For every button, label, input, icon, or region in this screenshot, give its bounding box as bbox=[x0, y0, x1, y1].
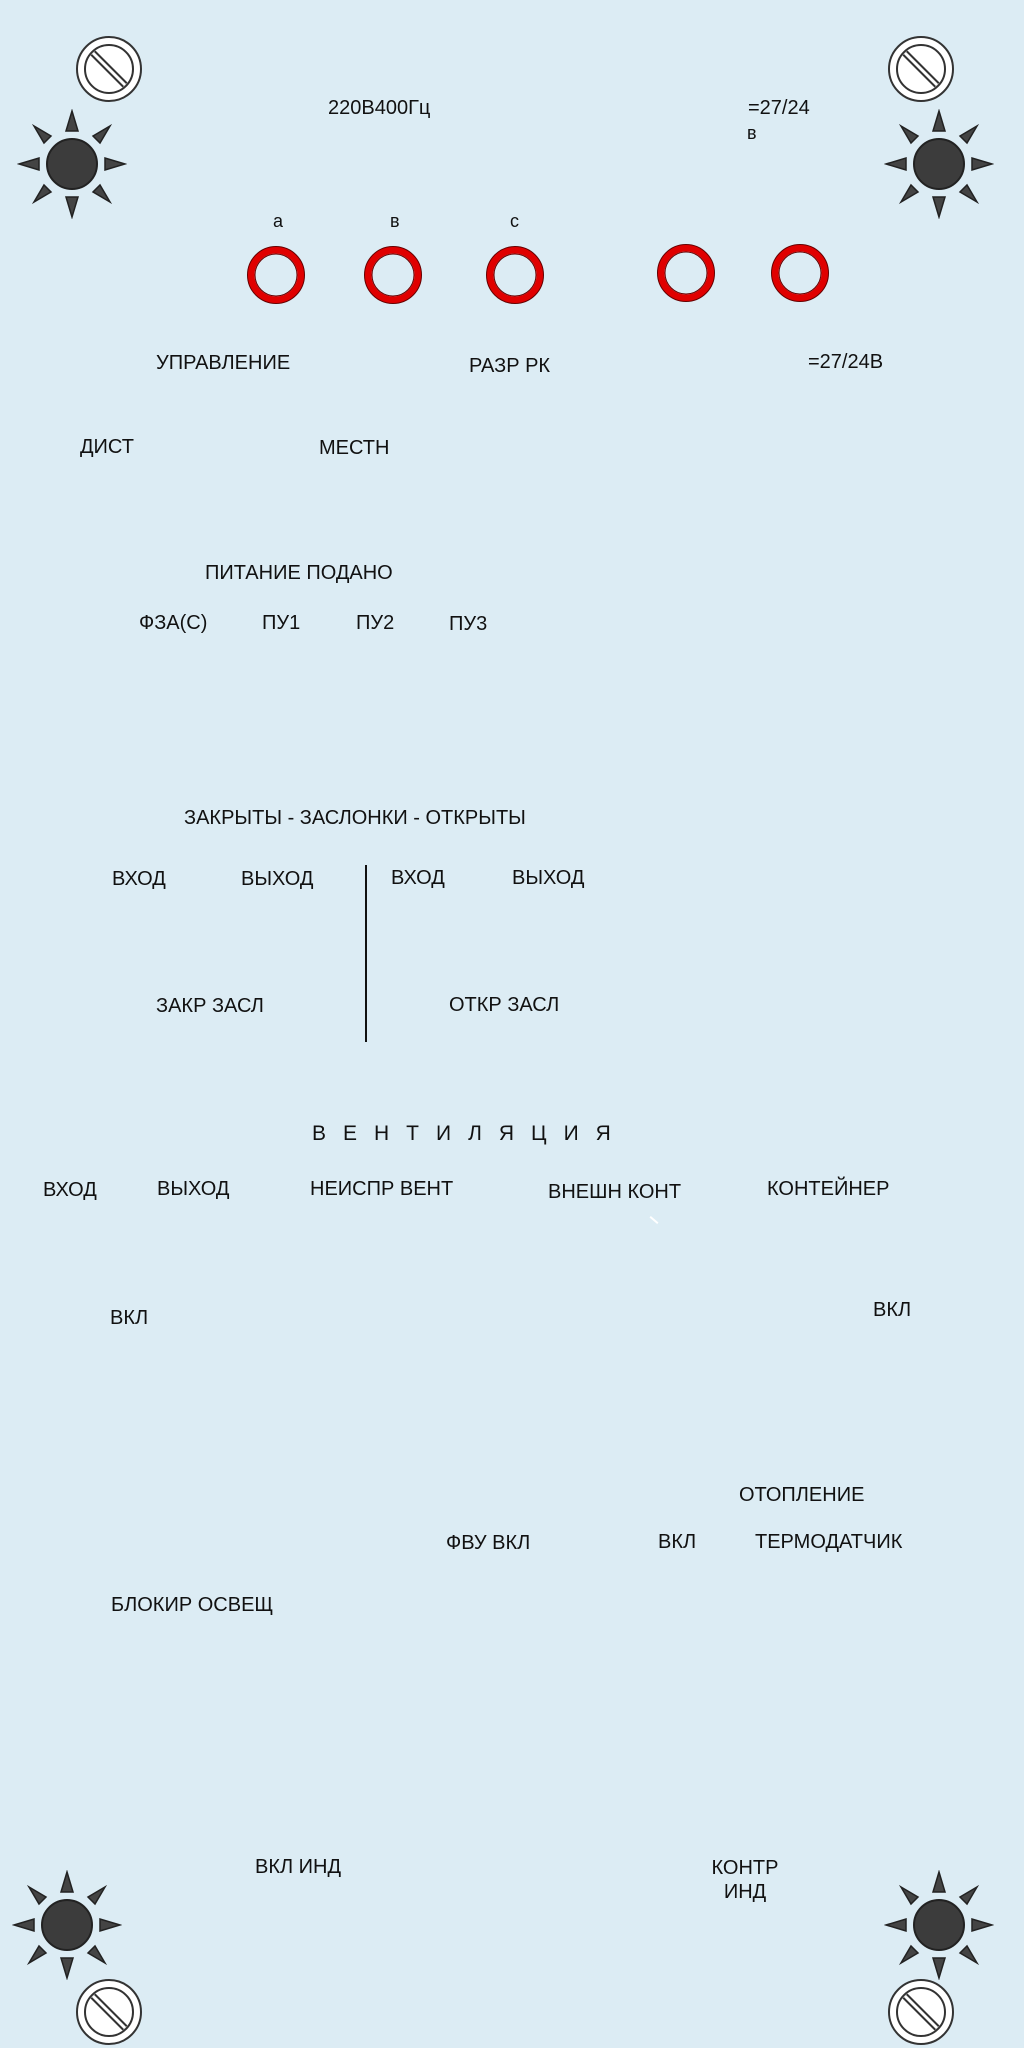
dampers-closed-out-label: ВЫХОД bbox=[241, 868, 314, 890]
vent-in-label: ВХОД bbox=[43, 1179, 97, 1201]
ext-contact-label: ВНЕШН КОНТ bbox=[548, 1181, 682, 1203]
phase-c-label: с bbox=[510, 211, 519, 231]
vent-on-right-label: ВКЛ bbox=[873, 1299, 912, 1321]
indicators-check-label: КОНТР ИНД bbox=[700, 1856, 790, 1904]
dc-lamp-1-icon bbox=[656, 243, 716, 303]
top-right-screw-icon bbox=[886, 34, 956, 104]
power-dc-label: =27/24 bbox=[748, 97, 810, 119]
power-item-pu1: ПУ1 bbox=[262, 612, 301, 634]
local-mode-label: МЕСТН bbox=[319, 437, 390, 459]
dampers-open-in-label: ВХОД bbox=[391, 867, 445, 889]
bottom-right-knob-icon[interactable] bbox=[884, 1870, 994, 1980]
top-left-screw-icon bbox=[74, 34, 144, 104]
control-label: УПРАВЛЕНИЕ bbox=[156, 352, 291, 374]
top-right-knob-icon[interactable] bbox=[884, 109, 994, 219]
phase-c-lamp-icon bbox=[485, 245, 545, 305]
vent-on-left-label: ВКЛ bbox=[110, 1307, 149, 1329]
remote-mode-label: ДИСТ bbox=[80, 436, 134, 458]
dampers-divider bbox=[365, 865, 367, 1042]
indicators-check-line1: КОНТР bbox=[711, 1857, 779, 1879]
dampers-closed-in-label: ВХОД bbox=[112, 868, 166, 890]
indicators-check-line2: ИНД bbox=[723, 1881, 767, 1903]
lighting-block-label: БЛОКИР ОСВЕЩ bbox=[111, 1594, 274, 1616]
phase-a-lamp-icon bbox=[246, 245, 306, 305]
phase-b-label: в bbox=[390, 211, 400, 231]
ext-contact-mark bbox=[649, 1216, 659, 1224]
dampers-open-out-label: ВЫХОД bbox=[512, 867, 585, 889]
dc-voltage-label: =27/24В bbox=[808, 351, 884, 373]
bottom-right-screw-icon bbox=[886, 1977, 956, 2047]
power-item-fza: ФЗА(С) bbox=[139, 612, 208, 634]
power-dc-unit-label: в bbox=[747, 123, 757, 143]
close-dampers-label: ЗАКР ЗАСЛ bbox=[156, 995, 264, 1017]
power-supplied-title: ПИТАНИЕ ПОДАНО bbox=[205, 562, 393, 584]
top-left-knob-icon[interactable] bbox=[17, 109, 127, 219]
ventilation-title: ВЕНТИЛЯЦИЯ bbox=[312, 1122, 628, 1145]
indicators-on-label: ВКЛ ИНД bbox=[255, 1856, 342, 1878]
container-label: КОНТЕЙНЕР bbox=[767, 1178, 890, 1200]
power-item-pu3: ПУ3 bbox=[449, 613, 488, 635]
vent-out-label: ВЫХОД bbox=[157, 1178, 230, 1200]
heating-title: ОТОПЛЕНИЕ bbox=[739, 1484, 865, 1506]
fvu-on-label: ФВУ ВКЛ bbox=[446, 1532, 531, 1554]
dampers-title: ЗАКРЫТЫ - ЗАСЛОНКИ - ОТКРЫТЫ bbox=[184, 807, 526, 829]
power-item-pu2: ПУ2 bbox=[356, 612, 395, 634]
phase-b-lamp-icon bbox=[363, 245, 423, 305]
open-dampers-label: ОТКР ЗАСЛ bbox=[449, 994, 560, 1016]
dc-lamp-2-icon bbox=[770, 243, 830, 303]
thermo-sensor-label: ТЕРМОДАТЧИК bbox=[755, 1531, 903, 1553]
vent-fault-label: НЕИСПР ВЕНТ bbox=[310, 1178, 454, 1200]
heating-on-label: ВКЛ bbox=[658, 1531, 697, 1553]
phase-a-label: а bbox=[273, 211, 284, 231]
bottom-left-screw-icon bbox=[74, 1977, 144, 2047]
power-ac-label: 220В400Гц bbox=[328, 97, 431, 119]
rk-permission-label: РАЗР РК bbox=[469, 355, 551, 377]
bottom-left-knob-icon[interactable] bbox=[12, 1870, 122, 1980]
